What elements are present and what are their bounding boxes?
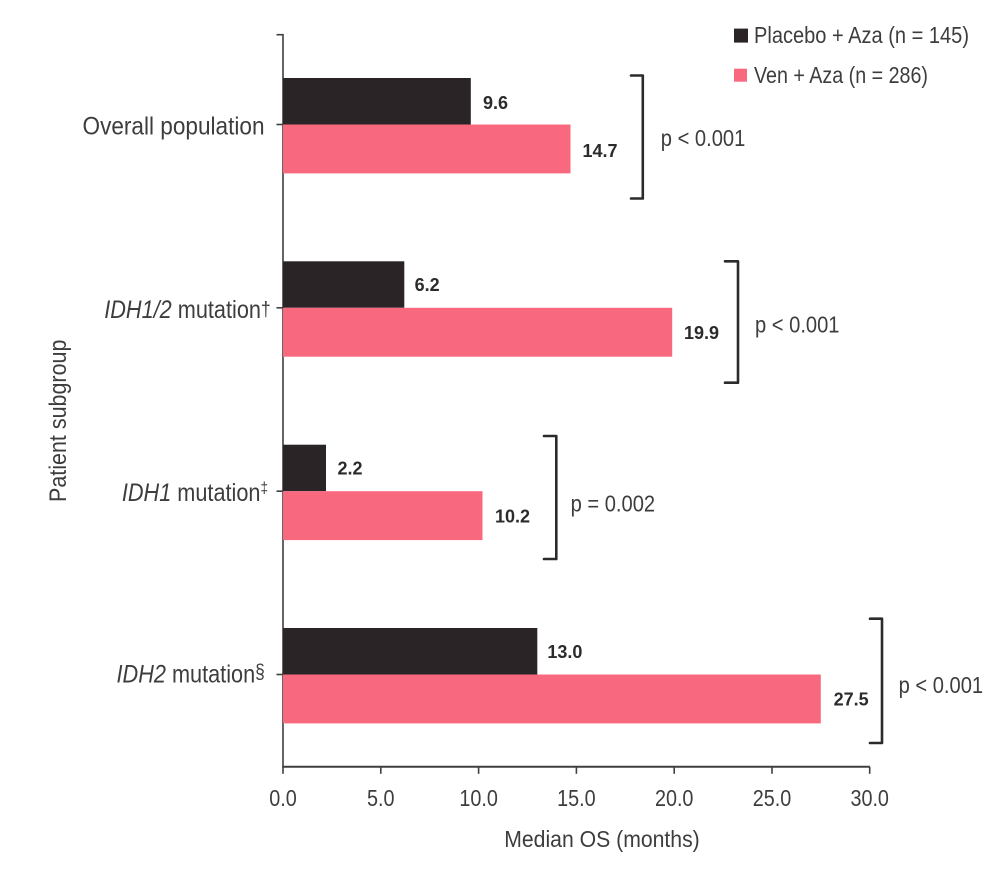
svg-text:p < 0.001: p < 0.001: [899, 672, 984, 698]
svg-text:IDH2 mutation§: IDH2 mutation§: [117, 660, 265, 688]
svg-text:5.0: 5.0: [367, 785, 395, 811]
svg-text:Placebo + Aza (n = 145): Placebo + Aza (n = 145): [754, 22, 969, 48]
svg-text:Ven + Aza (n = 286): Ven + Aza (n = 286): [754, 62, 928, 88]
svg-text:p < 0.001: p < 0.001: [755, 311, 840, 337]
svg-text:25.0: 25.0: [753, 785, 792, 811]
svg-text:0.0: 0.0: [269, 785, 297, 811]
svg-text:6.2: 6.2: [415, 275, 440, 295]
svg-text:Patient subgroup: Patient subgroup: [45, 340, 72, 502]
svg-text:IDH1 mutation‡: IDH1 mutation‡: [122, 479, 268, 507]
svg-text:27.5: 27.5: [834, 690, 869, 710]
svg-text:2.2: 2.2: [338, 459, 363, 479]
svg-text:15.0: 15.0: [557, 785, 596, 811]
svg-text:IDH1/2 mutation†: IDH1/2 mutation†: [104, 295, 270, 323]
svg-text:Overall population: Overall population: [83, 113, 265, 141]
svg-text:p < 0.001: p < 0.001: [661, 125, 746, 151]
svg-text:10.0: 10.0: [459, 785, 498, 811]
svg-text:30.0: 30.0: [850, 785, 889, 811]
svg-text:13.0: 13.0: [547, 642, 582, 662]
svg-text:19.9: 19.9: [684, 323, 719, 343]
svg-text:10.2: 10.2: [495, 506, 530, 526]
svg-text:Median OS (months): Median OS (months): [504, 826, 700, 852]
svg-text:p = 0.002: p = 0.002: [571, 491, 656, 517]
svg-text:14.7: 14.7: [583, 141, 618, 161]
svg-text:20.0: 20.0: [655, 785, 694, 811]
svg-text:9.6: 9.6: [483, 93, 508, 113]
